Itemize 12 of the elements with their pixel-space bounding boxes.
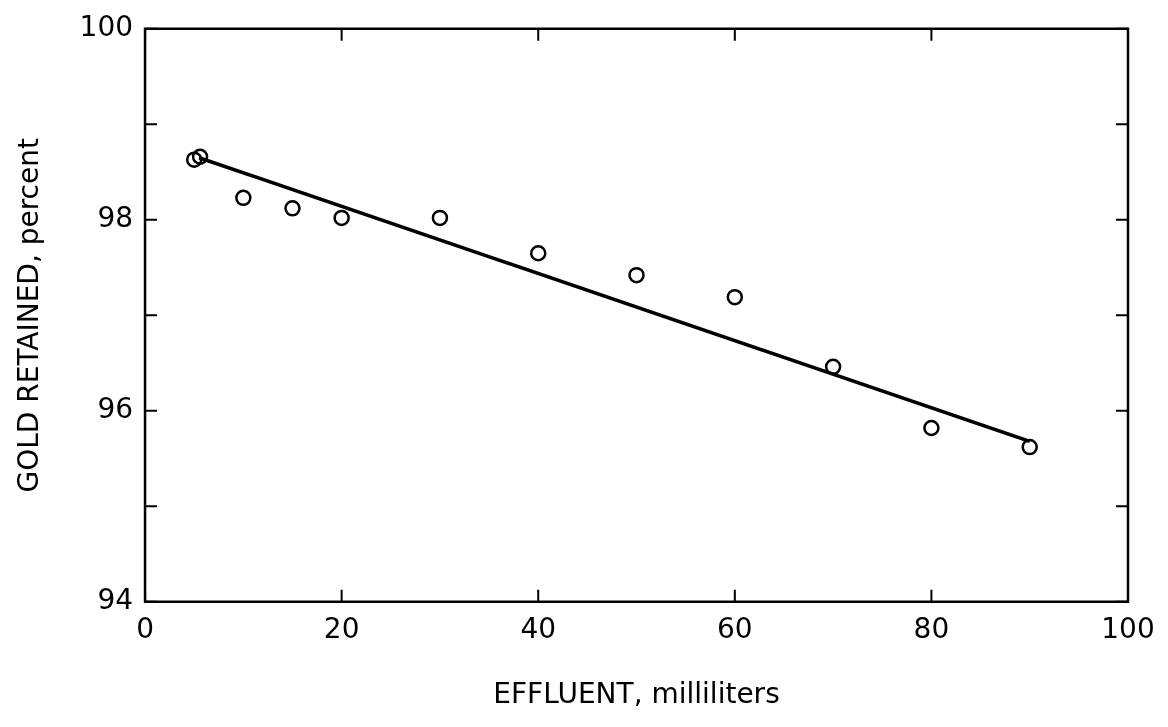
y-tick-label: 96 xyxy=(97,392,134,426)
x-axis-title: EFFLUENT, milliliters xyxy=(493,677,780,711)
y-tick-label: 98 xyxy=(97,201,134,235)
x-tick-label: 0 xyxy=(136,611,154,645)
x-tick-label: 80 xyxy=(913,611,950,645)
x-tick-label: 100 xyxy=(1101,611,1155,645)
x-tick-label: 60 xyxy=(717,611,753,645)
x-tick-label: 40 xyxy=(520,611,557,645)
y-axis-title: GOLD RETAINED, percent xyxy=(12,138,46,493)
y-tick-label: 100 xyxy=(79,10,134,44)
y-tick-label: 94 xyxy=(97,583,134,617)
x-tick-label: 20 xyxy=(323,611,360,645)
